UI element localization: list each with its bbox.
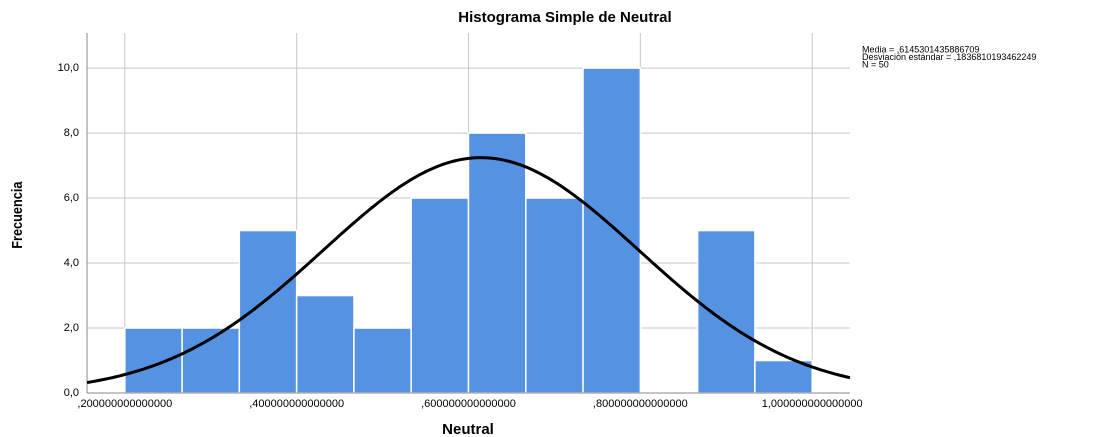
stats-label: N = 50 bbox=[862, 59, 889, 69]
bar bbox=[238, 229, 298, 394]
x-tick-label: ,600000000000000 bbox=[421, 398, 516, 410]
x-axis-label: Neutral bbox=[442, 421, 494, 437]
bar bbox=[410, 197, 470, 394]
bar bbox=[754, 359, 813, 394]
bar bbox=[696, 229, 756, 394]
chart-title: Histograma Simple de Neutral bbox=[458, 9, 671, 26]
stats-label: Media = ,6145301435886709 bbox=[862, 44, 979, 54]
bar bbox=[353, 327, 412, 394]
x-tick-label: 1,000000000000000 bbox=[762, 398, 863, 410]
stats-label: Desviación estándar = ,1836810193462249 bbox=[862, 52, 1036, 62]
bar bbox=[295, 294, 355, 394]
y-tick-label: 8,0 bbox=[64, 127, 79, 139]
y-tick-label: 4,0 bbox=[64, 257, 79, 269]
x-tick-label: ,400000000000000 bbox=[249, 398, 344, 410]
x-tick-label: ,800000000000000 bbox=[593, 398, 688, 410]
y-axis-label: Frecuencia bbox=[8, 181, 25, 248]
normal-curve bbox=[86, 156, 851, 385]
y-tick-label: 2,0 bbox=[64, 322, 79, 334]
bar bbox=[467, 132, 527, 394]
y-tick-label: 0,0 bbox=[64, 387, 79, 399]
y-tick-label: 6,0 bbox=[64, 192, 79, 204]
bar bbox=[124, 327, 183, 394]
y-tick-label: 10,0 bbox=[58, 62, 79, 74]
bar bbox=[582, 67, 642, 394]
bar bbox=[525, 197, 584, 394]
x-tick-label: ,200000000000000 bbox=[77, 398, 172, 410]
